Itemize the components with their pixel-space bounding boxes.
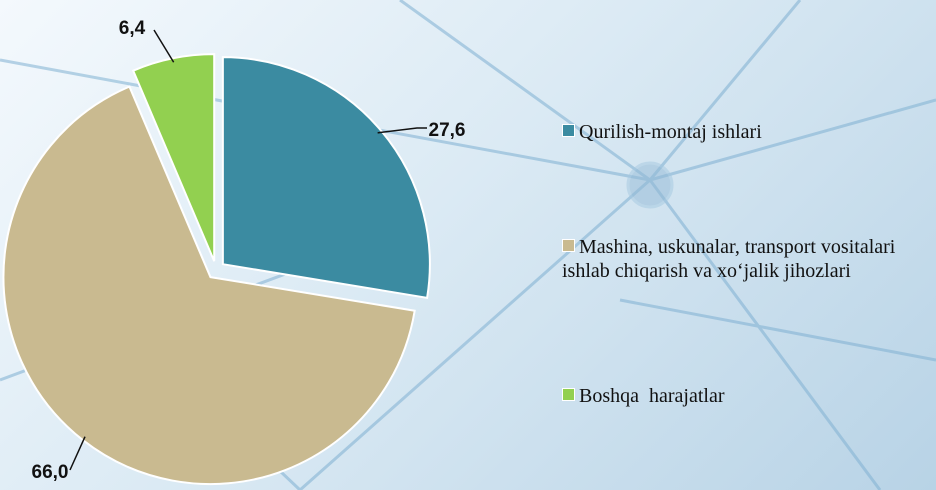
pie-slice: [221, 56, 431, 299]
leader-line: [69, 436, 86, 471]
legend-item: Boshqa harajatlar: [562, 384, 932, 408]
leader-line: [377, 127, 427, 134]
data-label: 6,4: [119, 18, 146, 39]
data-label: 66,0: [32, 462, 69, 483]
legend-label: Qurilish-montaj ishlari: [579, 121, 762, 143]
legend-label: Boshqa harajatlar: [579, 385, 725, 407]
leader-line: [153, 29, 175, 63]
pie-slice: [2, 85, 416, 486]
data-label: 27,6: [429, 120, 466, 141]
legend-item: Qurilish-montaj ishlari: [562, 120, 932, 144]
pie-slice: [131, 53, 216, 262]
legend-swatch: [562, 124, 575, 137]
legend-item: Mashina, uskunalar, transport vositalari…: [562, 235, 932, 283]
legend-swatch: [562, 388, 575, 401]
legend-label: Mashina, uskunalar, transport vositalari…: [562, 236, 901, 282]
legend-swatch: [562, 239, 575, 252]
